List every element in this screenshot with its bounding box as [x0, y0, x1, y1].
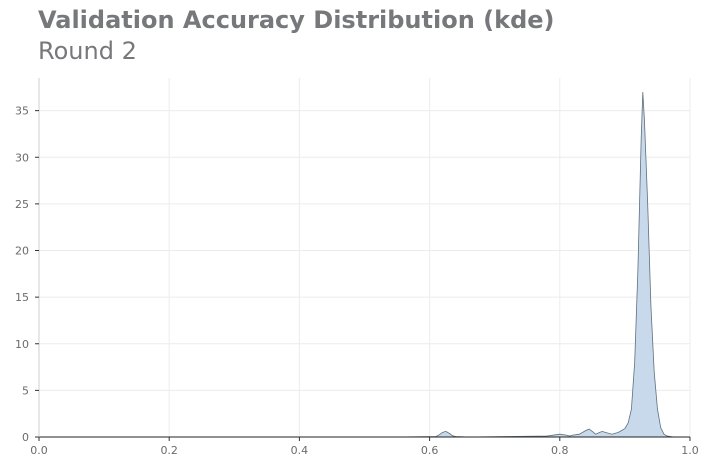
- y-axis-ticks: 0 5 10 15 20 25 30 35: [15, 105, 39, 444]
- y-tick-label-6: 30: [15, 151, 29, 164]
- grid-lines: [38, 78, 691, 437]
- chart-title: Validation Accuracy Distribution (kde): [38, 6, 555, 34]
- x-tick-label-4: 0.8: [551, 444, 569, 457]
- y-tick-label-3: 15: [15, 291, 29, 304]
- kde-line: [39, 91, 677, 438]
- x-tick-label-1: 0.2: [160, 444, 178, 457]
- y-tick-label-2: 10: [15, 338, 29, 351]
- x-axis-ticks: 0.0 0.2 0.4 0.6 0.8 1.0: [30, 437, 699, 457]
- x-tick-label-0: 0.0: [30, 444, 48, 457]
- y-tick-label-5: 25: [15, 198, 29, 211]
- y-tick-label-0: 0: [22, 431, 29, 444]
- x-tick-label-3: 0.6: [421, 444, 439, 457]
- chart-subtitle: Round 2: [38, 37, 137, 65]
- x-tick-label-5: 1.0: [681, 444, 699, 457]
- x-tick-label-2: 0.4: [291, 444, 309, 457]
- kde-area: [39, 91, 677, 438]
- y-tick-label-1: 5: [22, 384, 29, 397]
- y-tick-label-7: 35: [15, 105, 29, 118]
- y-tick-label-4: 20: [15, 245, 29, 258]
